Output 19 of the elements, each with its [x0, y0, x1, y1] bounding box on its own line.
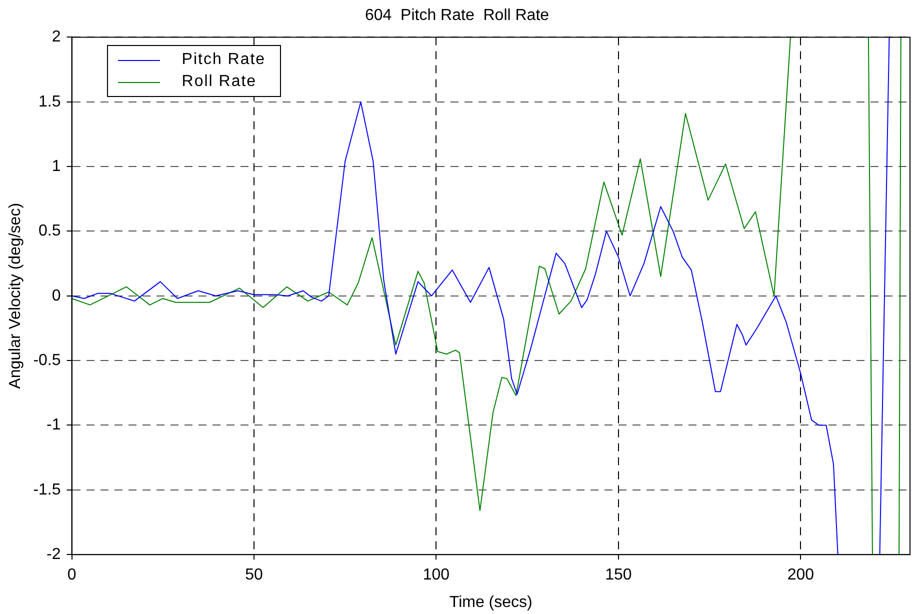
y-tick-label: 1: [52, 158, 61, 175]
x-tick-label: 100: [422, 566, 450, 584]
legend-label: Pitch Rate: [182, 51, 266, 70]
y-tick-label: -2: [46, 546, 61, 564]
y-axis-title: Angular Velocity (deg/sec): [7, 202, 24, 389]
y-tick-label: 2: [52, 28, 61, 46]
legend-label: Roll Rate: [182, 73, 257, 92]
x-tick-label: 200: [787, 566, 814, 584]
y-tick-label: 0: [52, 287, 61, 304]
y-tick-label: 0.5: [38, 222, 61, 240]
y-tick-label: -0.5: [33, 352, 61, 369]
x-axis-title: Time (secs): [449, 594, 532, 611]
y-tick-label: -1: [46, 416, 61, 434]
x-tick-label: 50: [245, 566, 263, 584]
chart-title: 604 Pitch Rate Roll Rate: [364, 7, 550, 24]
y-tick-label: 1.5: [38, 93, 61, 110]
x-tick-label: 150: [605, 566, 632, 584]
y-tick-label: -1.5: [33, 481, 61, 498]
x-tick-label: 0: [67, 566, 76, 584]
